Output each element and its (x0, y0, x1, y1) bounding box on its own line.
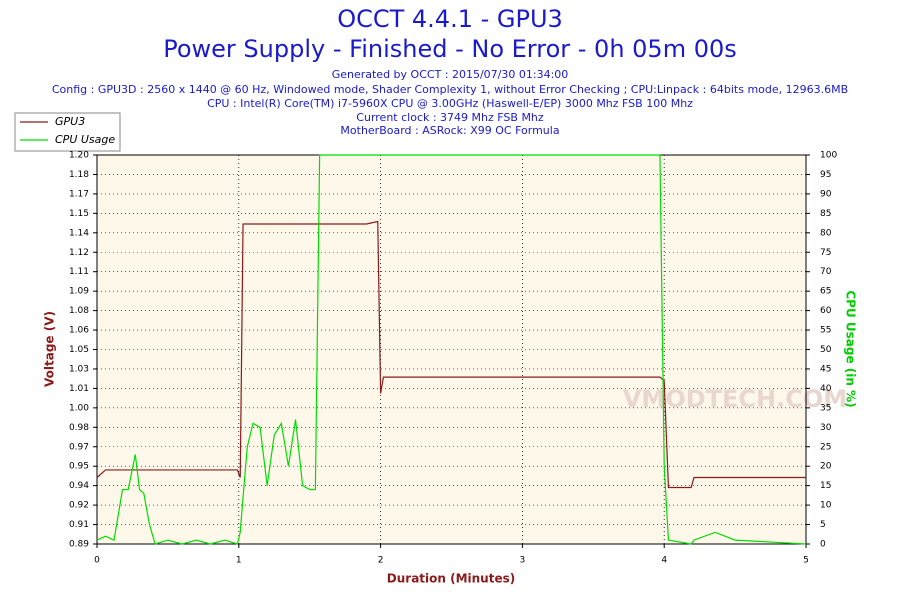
y-axis-label: Voltage (V) (43, 311, 57, 387)
y2-tick-label: 35 (820, 403, 831, 413)
y-tick-label: 0.95 (69, 462, 89, 472)
y2-tick-label: 55 (820, 326, 831, 336)
y2-tick-label: 5 (820, 520, 826, 530)
y2-axis-label: CPU Usage (in %) (844, 290, 858, 407)
x-axis-label: Duration (Minutes) (387, 572, 515, 586)
chart-title: OCCT 4.4.1 - GPU3 (337, 5, 563, 33)
series-line (96, 220, 806, 489)
y-tick-label: 1.06 (69, 326, 89, 336)
y2-tick-label: 15 (820, 481, 831, 491)
y-tick-label: 1.17 (69, 189, 89, 199)
y2-tick-label: 10 (820, 501, 832, 511)
x-tick-label: 2 (378, 556, 384, 566)
y2-tick-label: 70 (820, 267, 832, 277)
y-tick-label: 1.09 (69, 287, 89, 297)
y-tick-label: 1.03 (69, 364, 89, 374)
legend-label: CPU Usage (55, 133, 115, 146)
x-tick-label: 5 (803, 556, 809, 566)
series-line (96, 154, 807, 545)
y2-tick-label: 40 (820, 384, 832, 394)
y-tick-label: 1.08 (69, 306, 89, 316)
y2-tick-label: 85 (820, 209, 831, 219)
x-tick-label: 1 (236, 556, 242, 566)
y-tick-label: 1.14 (69, 228, 89, 238)
y-tick-label: 0.94 (69, 481, 89, 491)
y-tick-label: 1.20 (69, 151, 89, 161)
y-tick-label: 0.98 (69, 423, 89, 433)
y2-tick-label: 100 (820, 151, 837, 161)
legend-label: GPU3 (55, 115, 85, 128)
y2-tick-label: 95 (820, 170, 831, 180)
y2-tick-label: 30 (820, 423, 832, 433)
y2-tick-label: 45 (820, 364, 831, 374)
y2-tick-label: 60 (820, 306, 832, 316)
y2-tick-label: 0 (820, 540, 826, 550)
y-tick-label: 0.97 (69, 442, 89, 452)
y-tick-label: 1.01 (69, 384, 89, 394)
y-tick-label: 1.12 (69, 248, 89, 258)
y-tick-label: 1.18 (69, 170, 89, 180)
y2-tick-label: 65 (820, 287, 831, 297)
legend (14, 112, 121, 152)
y2-tick-label: 25 (820, 442, 831, 452)
y2-tick-label: 20 (820, 462, 832, 472)
y-tick-label: 0.89 (69, 540, 89, 550)
y2-tick-label: 80 (820, 228, 832, 238)
y2-tick-label: 90 (820, 189, 832, 199)
x-tick-label: 0 (94, 556, 100, 566)
x-tick-label: 3 (520, 556, 526, 566)
y2-tick-label: 50 (820, 345, 832, 355)
header-line: Config : GPU3D : 2560 x 1440 @ 60 Hz, Wi… (52, 83, 848, 96)
header-line: MotherBoard : ASRock: X99 OC Formula (340, 124, 559, 137)
plot-area (97, 155, 806, 544)
y-tick-label: 1.11 (69, 267, 89, 277)
header-line: Generated by OCCT : 2015/07/30 01:34:00 (332, 68, 569, 81)
y-tick-label: 1.05 (69, 345, 89, 355)
x-tick-label: 4 (661, 556, 667, 566)
header-line: CPU : Intel(R) Core(TM) i7-5960X CPU @ 3… (207, 97, 693, 110)
chart-subtitle: Power Supply - Finished - No Error - 0h … (163, 35, 737, 63)
y-tick-label: 1.00 (69, 403, 89, 413)
y-tick-label: 0.92 (69, 501, 89, 511)
y-tick-label: 1.15 (69, 209, 89, 219)
header-line: Current clock : 3749 Mhz FSB Mhz (356, 111, 544, 124)
y-tick-label: 0.91 (69, 520, 89, 530)
watermark: VMODTECH.COM (623, 385, 847, 413)
y2-tick-label: 75 (820, 248, 831, 258)
